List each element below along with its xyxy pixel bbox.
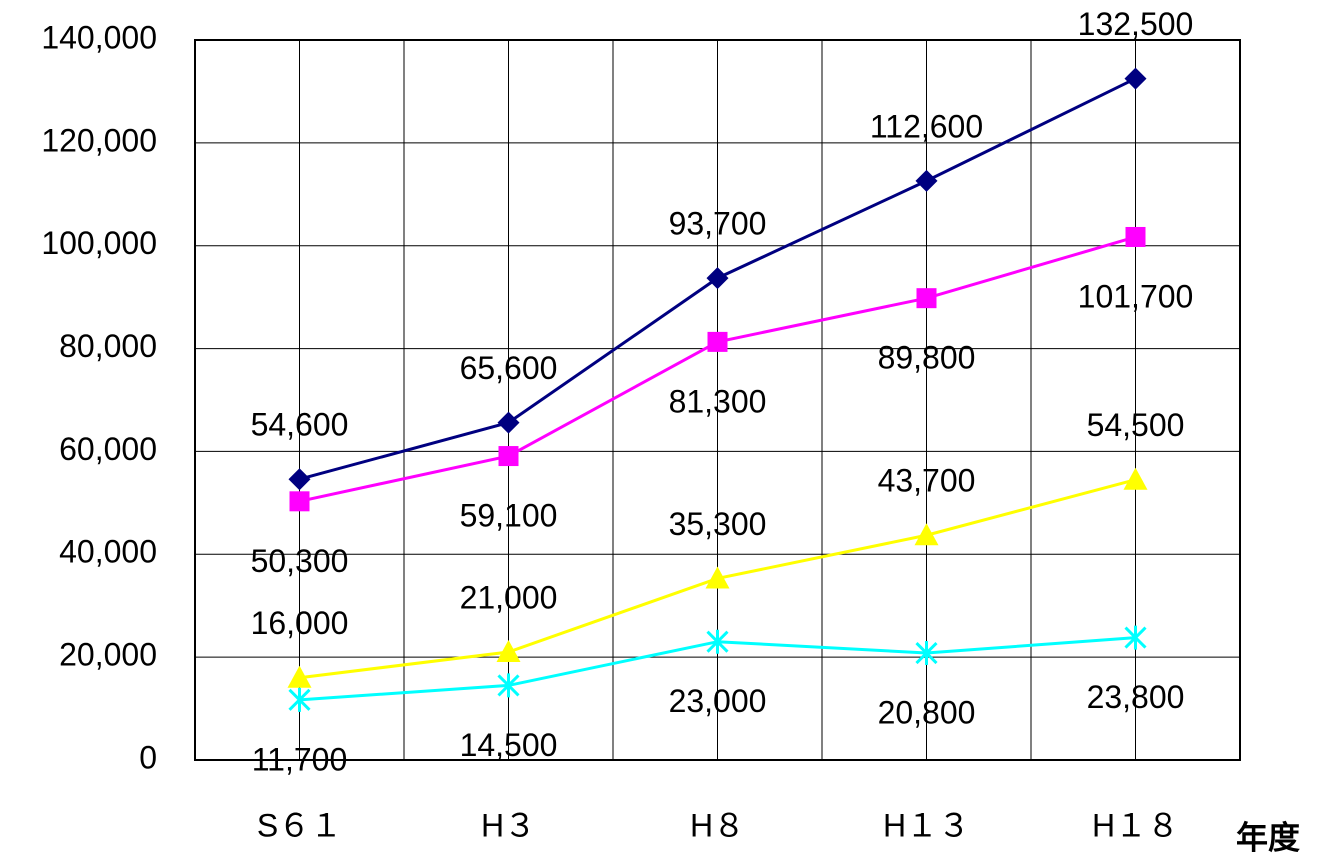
marker [498,446,519,467]
marker [1124,67,1147,90]
y-tick-label: 0 [139,739,157,775]
y-tick-label: 20,000 [59,637,157,673]
marker [916,288,937,309]
plot-border [194,39,1241,761]
y-tick-label: 80,000 [59,328,157,364]
marker [497,411,520,434]
marker [706,629,729,654]
data-label: 21,000 [460,579,558,615]
data-label: 11,700 [252,741,348,777]
x-tick-label: H８ [690,807,745,843]
data-label: 65,600 [460,350,558,386]
data-label: 112,600 [870,108,983,144]
marker [1123,467,1148,490]
marker [915,169,938,192]
marker [915,641,938,666]
marker [1125,226,1146,247]
marker [289,491,310,512]
marker [496,640,521,662]
x-tick-label: H１３ [883,807,970,843]
data-label: 89,800 [878,340,976,376]
data-label: 101,700 [1078,278,1194,314]
x-tick-label: H１８ [1092,807,1179,843]
data-label: 93,700 [669,206,767,242]
data-label: 81,300 [669,383,767,419]
data-label: 14,500 [460,727,558,763]
data-label: 35,300 [669,506,767,542]
data-label: 43,700 [878,463,976,499]
x-tick-label: S６１ [257,807,342,843]
data-label: 54,500 [1087,407,1185,443]
x-axis-label: 年度 [1236,819,1300,855]
data-label: 54,600 [251,407,349,443]
y-tick-label: 140,000 [41,19,157,55]
y-tick-label: 100,000 [41,225,157,261]
data-label: 23,800 [1087,679,1185,715]
marker [707,331,728,352]
data-label: 132,500 [1078,6,1194,42]
data-label: 20,800 [878,694,976,730]
marker [706,267,729,290]
data-label: 59,100 [460,498,558,534]
marker [288,687,311,712]
marker [705,566,730,589]
data-label: 16,000 [251,605,349,641]
x-tick-label: H３ [481,807,536,843]
marker [288,468,311,491]
data-label: 50,300 [251,543,349,579]
data-label: 23,000 [669,683,767,719]
marker [914,523,939,546]
y-tick-label: 40,000 [59,534,157,570]
marker [497,673,520,698]
marker [1124,625,1147,650]
y-tick-label: 120,000 [41,122,157,158]
y-tick-label: 60,000 [59,431,157,467]
marker [287,665,312,688]
